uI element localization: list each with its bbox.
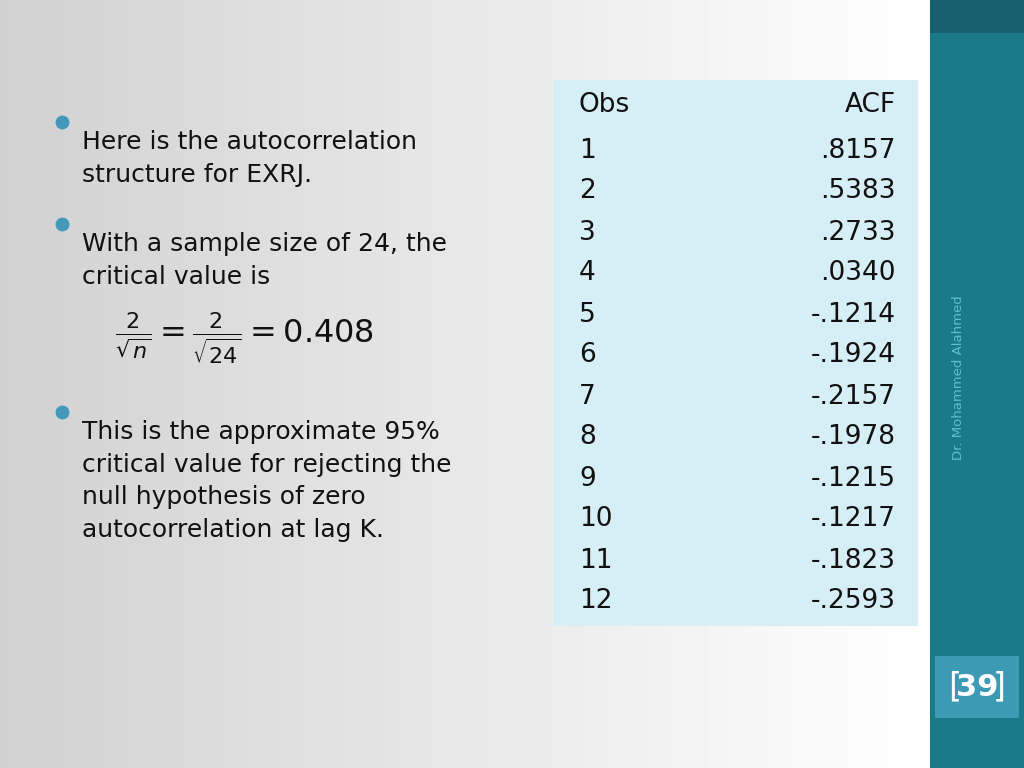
Text: -.1978: -.1978: [811, 425, 896, 451]
Text: 1: 1: [579, 137, 596, 164]
Text: 4: 4: [579, 260, 596, 286]
Text: 6: 6: [579, 343, 596, 369]
FancyBboxPatch shape: [935, 656, 1019, 718]
Text: -.1217: -.1217: [811, 507, 896, 532]
Text: 8: 8: [579, 425, 596, 451]
Text: -.2593: -.2593: [811, 588, 896, 614]
Text: ]: ]: [992, 670, 1006, 703]
Text: 3: 3: [579, 220, 596, 246]
Text: .8157: .8157: [820, 137, 896, 164]
Text: 7: 7: [579, 383, 596, 409]
Text: Dr. Mohammed Alahmed: Dr. Mohammed Alahmed: [951, 296, 965, 460]
Text: -.1924: -.1924: [811, 343, 896, 369]
Text: -.2157: -.2157: [811, 383, 896, 409]
Text: 9: 9: [579, 465, 596, 492]
FancyBboxPatch shape: [930, 0, 1024, 33]
Text: 2: 2: [579, 178, 596, 204]
Text: ACF: ACF: [845, 92, 896, 118]
Text: .0340: .0340: [820, 260, 896, 286]
FancyBboxPatch shape: [553, 80, 918, 626]
Text: .2733: .2733: [820, 220, 896, 246]
Text: -.1214: -.1214: [811, 302, 896, 327]
Text: This is the approximate 95%
critical value for rejecting the
null hypothesis of : This is the approximate 95% critical val…: [82, 420, 452, 541]
Text: 39: 39: [955, 673, 998, 701]
Text: 10: 10: [579, 507, 612, 532]
Text: 12: 12: [579, 588, 612, 614]
Text: Here is the autocorrelation
structure for EXRJ.: Here is the autocorrelation structure fo…: [82, 130, 417, 187]
FancyBboxPatch shape: [930, 0, 1024, 768]
Text: 11: 11: [579, 548, 612, 574]
Text: 5: 5: [579, 302, 596, 327]
Text: With a sample size of 24, the
critical value is: With a sample size of 24, the critical v…: [82, 232, 447, 289]
Text: .5383: .5383: [820, 178, 896, 204]
Text: $\frac{2}{\sqrt{n}} = \frac{2}{\sqrt{24}} = 0.408$: $\frac{2}{\sqrt{n}} = \frac{2}{\sqrt{24}…: [116, 310, 375, 366]
Text: -.1215: -.1215: [811, 465, 896, 492]
Text: Obs: Obs: [579, 92, 630, 118]
Text: [: [: [948, 670, 962, 703]
Text: -.1823: -.1823: [811, 548, 896, 574]
